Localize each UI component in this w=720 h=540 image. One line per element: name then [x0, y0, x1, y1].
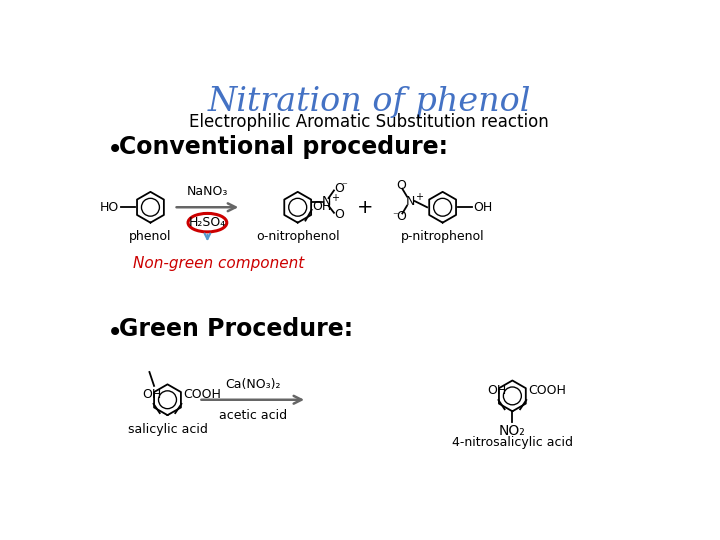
Text: COOH: COOH — [183, 388, 221, 401]
Text: N: N — [322, 195, 331, 208]
Text: salicylic acid: salicylic acid — [127, 423, 207, 436]
Text: Non-green component: Non-green component — [133, 256, 305, 271]
Text: N: N — [405, 194, 415, 207]
Text: ⁻: ⁻ — [392, 212, 397, 221]
Text: OH: OH — [474, 201, 493, 214]
Text: +: + — [415, 192, 423, 202]
Text: OH: OH — [312, 200, 332, 213]
Text: •: • — [107, 137, 123, 164]
Text: O: O — [396, 179, 405, 192]
Text: phenol: phenol — [129, 231, 171, 244]
Text: O: O — [335, 208, 345, 221]
Text: Green Procedure:: Green Procedure: — [120, 318, 354, 341]
Text: •: • — [107, 319, 123, 347]
Text: O: O — [396, 210, 405, 223]
Text: +: + — [357, 198, 374, 217]
Text: 4-nitrosalicylic acid: 4-nitrosalicylic acid — [452, 436, 573, 449]
Text: Electrophilic Aromatic Substitution reaction: Electrophilic Aromatic Substitution reac… — [189, 112, 549, 131]
Text: O: O — [335, 183, 345, 195]
Text: p-nitrophenol: p-nitrophenol — [401, 231, 485, 244]
Text: ⁻: ⁻ — [341, 181, 347, 192]
Text: NO₂: NO₂ — [499, 424, 526, 438]
Text: Nitration of phenol: Nitration of phenol — [207, 86, 531, 118]
Text: Ca(NO₃)₂: Ca(NO₃)₂ — [225, 377, 281, 390]
Text: NaNO₃: NaNO₃ — [186, 185, 228, 198]
Text: OH: OH — [487, 384, 506, 397]
Text: +: + — [331, 193, 339, 203]
Text: COOH: COOH — [528, 384, 566, 397]
Text: o-nitrophenol: o-nitrophenol — [256, 231, 340, 244]
Text: Conventional procedure:: Conventional procedure: — [120, 135, 449, 159]
Text: acetic acid: acetic acid — [219, 409, 287, 422]
Text: H₂SO₄: H₂SO₄ — [189, 216, 226, 229]
Text: HO: HO — [100, 201, 120, 214]
Text: OH: OH — [143, 388, 161, 401]
